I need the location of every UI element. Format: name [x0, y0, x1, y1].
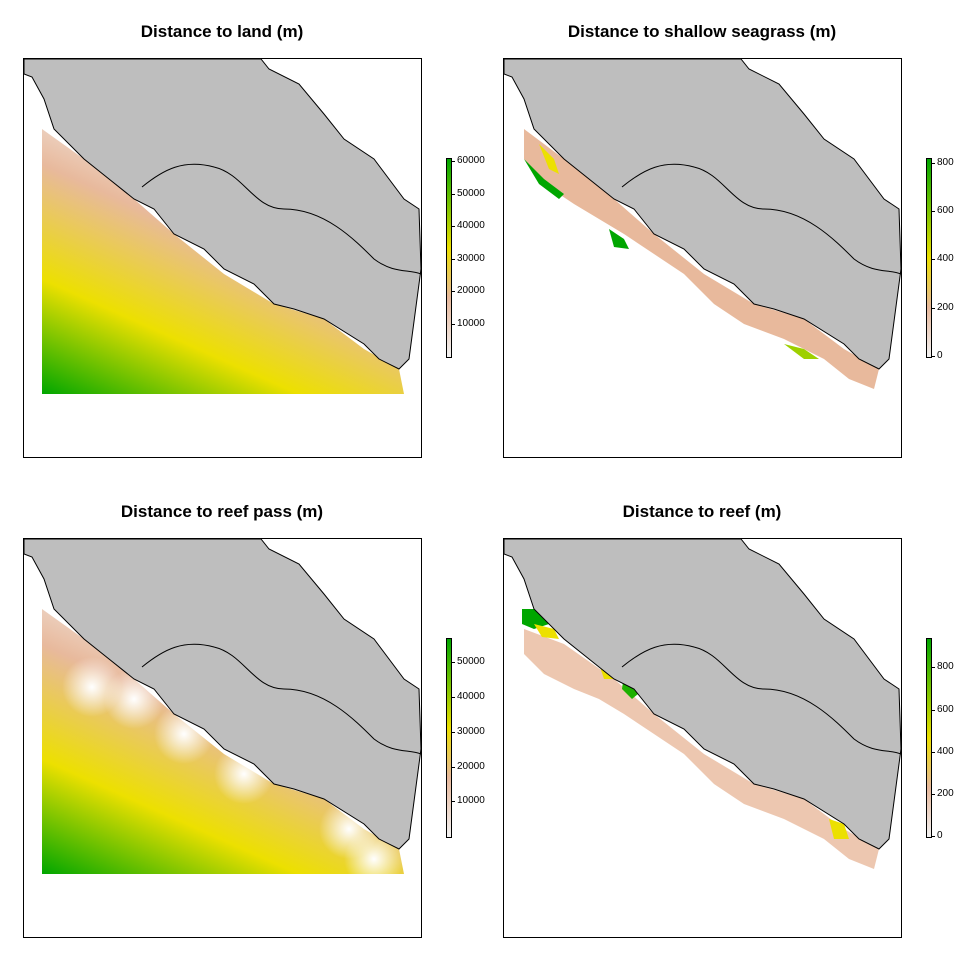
legend-tick-mark — [451, 258, 455, 260]
legend-color-bar — [446, 158, 452, 358]
raster-field — [524, 129, 879, 389]
legend-tick-mark — [931, 709, 935, 711]
legend: 10000 20000 30000 40000 50000 60000 — [446, 155, 486, 358]
legend-tick-label: 400 — [937, 745, 954, 757]
legend-tick-label: 40000 — [457, 691, 485, 703]
legend-tick-mark — [931, 356, 935, 357]
legend-tick-label: 800 — [937, 661, 954, 673]
legend-tick-mark — [931, 211, 935, 213]
reef-patch-yellow — [534, 624, 559, 639]
land-mass — [504, 59, 901, 370]
legend-tick-mark — [451, 193, 455, 195]
legend-tick-mark — [931, 307, 935, 309]
legend-tick-mark — [451, 662, 455, 664]
land-mass — [24, 59, 421, 370]
legend-color-bar — [926, 158, 932, 358]
legend-tick-label: 60000 — [457, 155, 485, 167]
river-line — [141, 163, 421, 275]
river-line — [621, 163, 901, 275]
legend-tick-mark — [451, 731, 455, 733]
raster-field — [524, 629, 879, 869]
legend-tick-label: 20000 — [457, 760, 485, 772]
legend-tick-label: 0 — [937, 350, 943, 361]
legend-tick-label: 20000 — [457, 285, 485, 297]
legend-tick-mark — [451, 801, 455, 803]
legend-tick-mark — [931, 793, 935, 795]
legend-tick-mark — [451, 766, 455, 768]
legend-color-bar — [926, 638, 932, 838]
map-land — [24, 59, 421, 394]
legend-tick-label: 800 — [937, 156, 954, 168]
legend-tick-label: 200 — [937, 301, 954, 313]
seagrass-patch-green — [524, 159, 564, 199]
raster-field — [42, 609, 404, 874]
legend-tick-label: 10000 — [457, 317, 485, 329]
legend-tick-label: 30000 — [457, 725, 485, 737]
seagrass-patch-yellow — [784, 344, 819, 359]
panel-distance-to-land: Distance to land (m) 10000 20000 30000 4000… — [0, 0, 485, 480]
legend-tick-label: 200 — [937, 787, 954, 799]
map-reef — [504, 539, 901, 869]
legend: 0 200 400 600 800 — [926, 156, 960, 361]
legend: 0 200 400 600 800 — [926, 638, 960, 841]
map-frame — [503, 58, 902, 458]
legend-tick-mark — [451, 323, 455, 325]
legend-tick-mark — [931, 751, 935, 753]
map-frame — [23, 538, 422, 938]
legend-tick-mark — [451, 226, 455, 228]
legend: 10000 20000 30000 40000 50000 — [446, 638, 486, 838]
legend-color-bar — [446, 638, 452, 838]
legend-tick-mark — [931, 836, 935, 837]
legend-tick-mark — [451, 161, 455, 163]
legend-tick-label: 50000 — [457, 656, 485, 668]
seagrass-patch-yellow — [539, 144, 559, 174]
panel-distance-to-reef: Distance to reef (m) 0 200 400 600 800 — [480, 480, 960, 960]
legend-tick-label: 30000 — [457, 252, 485, 264]
river-line — [141, 643, 421, 755]
legend-tick-label: 600 — [937, 205, 954, 217]
panel-title: Distance to land (m) — [140, 22, 304, 41]
map-seagrass — [504, 59, 901, 389]
map-reefpass — [24, 539, 421, 889]
panel-distance-to-reef-pass: Distance to reef pass (m) — [0, 480, 485, 960]
panel-title: Distance to reef (m) — [622, 502, 782, 521]
panel-distance-to-seagrass: Distance to shallow seagrass (m) 0 200 400… — [480, 0, 960, 480]
legend-tick-label: 0 — [937, 830, 943, 841]
legend-tick-mark — [931, 667, 935, 669]
seagrass-patch-green — [609, 229, 629, 249]
legend-tick-mark — [451, 291, 455, 293]
legend-tick-mark — [931, 162, 935, 164]
river-line — [621, 643, 901, 755]
legend-tick-label: 50000 — [457, 187, 485, 199]
legend-tick-label: 10000 — [457, 795, 485, 807]
map-frame — [503, 538, 902, 938]
legend-tick-label: 400 — [937, 253, 954, 265]
land-mass — [504, 539, 901, 850]
legend-tick-mark — [451, 697, 455, 699]
raster-field — [42, 129, 404, 394]
panel-title: Distance to shallow seagrass (m) — [567, 22, 837, 41]
legend-tick-label: 600 — [937, 703, 954, 715]
legend-tick-label: 40000 — [457, 220, 485, 232]
map-frame — [23, 58, 422, 458]
legend-tick-mark — [931, 259, 935, 261]
panel-title: Distance to reef pass (m) — [120, 502, 324, 521]
land-mass — [24, 539, 421, 850]
